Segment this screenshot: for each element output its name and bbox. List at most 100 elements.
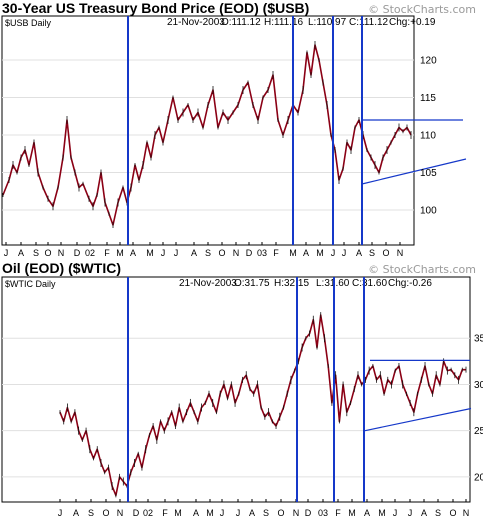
y-axis: 100 105 110 115 120 [420, 56, 437, 217]
oil-chart: Oil (EOD) ($WTIC) © StockCharts.com $WTI… [1, 260, 483, 518]
x-tick-label: A [303, 248, 309, 258]
x-tick-label: 03 [318, 508, 328, 518]
x-tick-label: M [174, 508, 182, 518]
symbol-label: $WTIC Daily [5, 279, 56, 289]
price-series [2, 41, 412, 228]
y-tick-label: 110 [420, 131, 436, 142]
ohlc-header: 21-Nov-2003 O:111.12 H:111.16 L:110.97 C… [167, 17, 436, 28]
plot-frame [1, 276, 471, 503]
x-tick-label: A [130, 248, 136, 258]
x-tick-label: J [236, 508, 241, 518]
x-tick-label: O [277, 508, 284, 518]
y-tick-label: 115 [420, 93, 436, 104]
x-tick-label: F [273, 248, 279, 258]
vertical-marker-lines [127, 16, 363, 245]
x-tick-label: S [33, 248, 39, 258]
x-axis: J A S O N D 02 F M A M J J A S O N D 03 F M A M J J A S O N [4, 248, 404, 258]
x-tick-label: S [369, 248, 375, 258]
header-high: H:32.15 [274, 278, 309, 289]
treasury-bond-chart: 30-Year US Treasury Bond Price (EOD) ($U… [1, 0, 476, 258]
chart-title: 30-Year US Treasury Bond Price (EOD) ($U… [2, 0, 309, 16]
y-tick-label: 35 [474, 334, 483, 345]
x-tick-label: S [435, 508, 441, 518]
x-tick-label: S [263, 508, 269, 518]
x-tick-label: 03 [257, 248, 267, 258]
x-tick-label: M [289, 248, 297, 258]
x-tick-label: F [335, 508, 341, 518]
x-tick-label: J [58, 508, 63, 518]
x-tick-label: A [364, 508, 370, 518]
y-tick-label: 105 [420, 168, 437, 179]
header-low: L:110.97 [308, 17, 347, 28]
x-tick-label: S [88, 508, 94, 518]
x-tick-label: M [116, 248, 124, 258]
trendlines [361, 119, 467, 185]
y-tick-label: 25 [474, 426, 483, 437]
symbol-label: $USB Daily [5, 18, 52, 28]
header-high: H:111.16 [264, 17, 304, 28]
y-tick-label: 30 [474, 380, 483, 391]
x-tick-label: N [397, 248, 404, 258]
header-change: Chg:+0.19 [389, 17, 436, 28]
header-low: L:31.60 [316, 278, 350, 289]
x-tick-label: M [378, 508, 386, 518]
header-close: C:111.12 [349, 17, 389, 28]
y-tick-label: 120 [420, 56, 437, 67]
x-tick-label: J [220, 508, 225, 518]
x-tick-label: J [393, 508, 398, 518]
vertical-marker-lines [127, 277, 365, 502]
x-tick-label: N [463, 508, 470, 518]
x-tick-label: A [18, 248, 24, 258]
trendline [362, 158, 467, 185]
x-tick-label: J [4, 248, 9, 258]
trendlines [364, 359, 472, 432]
x-tick-label: N [117, 508, 124, 518]
plot-frame [1, 15, 415, 246]
x-tick-label: S [205, 248, 211, 258]
x-tick-label: M [146, 248, 154, 258]
chart-title: Oil (EOD) ($WTIC) [2, 260, 121, 276]
x-tick-label: O [218, 248, 225, 258]
x-tick-label: J [174, 248, 179, 258]
x-tick-label: M [348, 508, 356, 518]
watermark: © StockCharts.com [368, 263, 476, 276]
x-tick-label: O [449, 508, 456, 518]
x-tick-label: D [133, 508, 140, 518]
x-tick-label: O [382, 248, 389, 258]
header-open: O:31.75 [234, 278, 270, 289]
x-tick-label: J [342, 248, 347, 258]
x-tick-label: M [316, 248, 324, 258]
y-tick-label: 20 [474, 472, 483, 483]
x-tick-label: M [206, 508, 214, 518]
y-axis: 20 25 30 35 [474, 334, 483, 484]
x-tick-label: N [233, 248, 240, 258]
y-tick-label: 100 [420, 206, 437, 217]
x-tick-label: A [356, 248, 362, 258]
x-tick-label: D [305, 508, 312, 518]
watermark: © StockCharts.com [368, 3, 476, 16]
x-tick-label: A [193, 508, 199, 518]
x-tick-label: A [249, 508, 255, 518]
x-tick-label: 02 [85, 248, 95, 258]
x-tick-label: J [408, 508, 413, 518]
x-tick-label: F [162, 508, 168, 518]
x-tick-label: O [44, 248, 51, 258]
header-change: Chg:-0.26 [388, 278, 432, 289]
x-tick-label: A [191, 248, 197, 258]
x-tick-label: F [104, 248, 110, 258]
grid [2, 59, 414, 245]
header-date: 21-Nov-2003 [179, 278, 237, 289]
header-close: C:31.60 [352, 278, 387, 289]
x-tick-label: D [74, 248, 81, 258]
x-axis: J A S O N D 02 F M A M J J A S O N D 03 F M A M J J A S O N [58, 508, 470, 518]
x-tick-label: N [293, 508, 300, 518]
x-tick-label: J [331, 248, 336, 258]
header-date: 21-Nov-2003 [167, 17, 225, 28]
header-open: O:111.12 [221, 17, 261, 28]
ohlc-header: 21-Nov-2003 O:31.75 H:32.15 L:31.60 C:31… [179, 278, 432, 289]
x-tick-label: N [58, 248, 65, 258]
x-tick-label: J [161, 248, 166, 258]
trendline [364, 407, 472, 432]
x-tick-label: D [246, 248, 253, 258]
